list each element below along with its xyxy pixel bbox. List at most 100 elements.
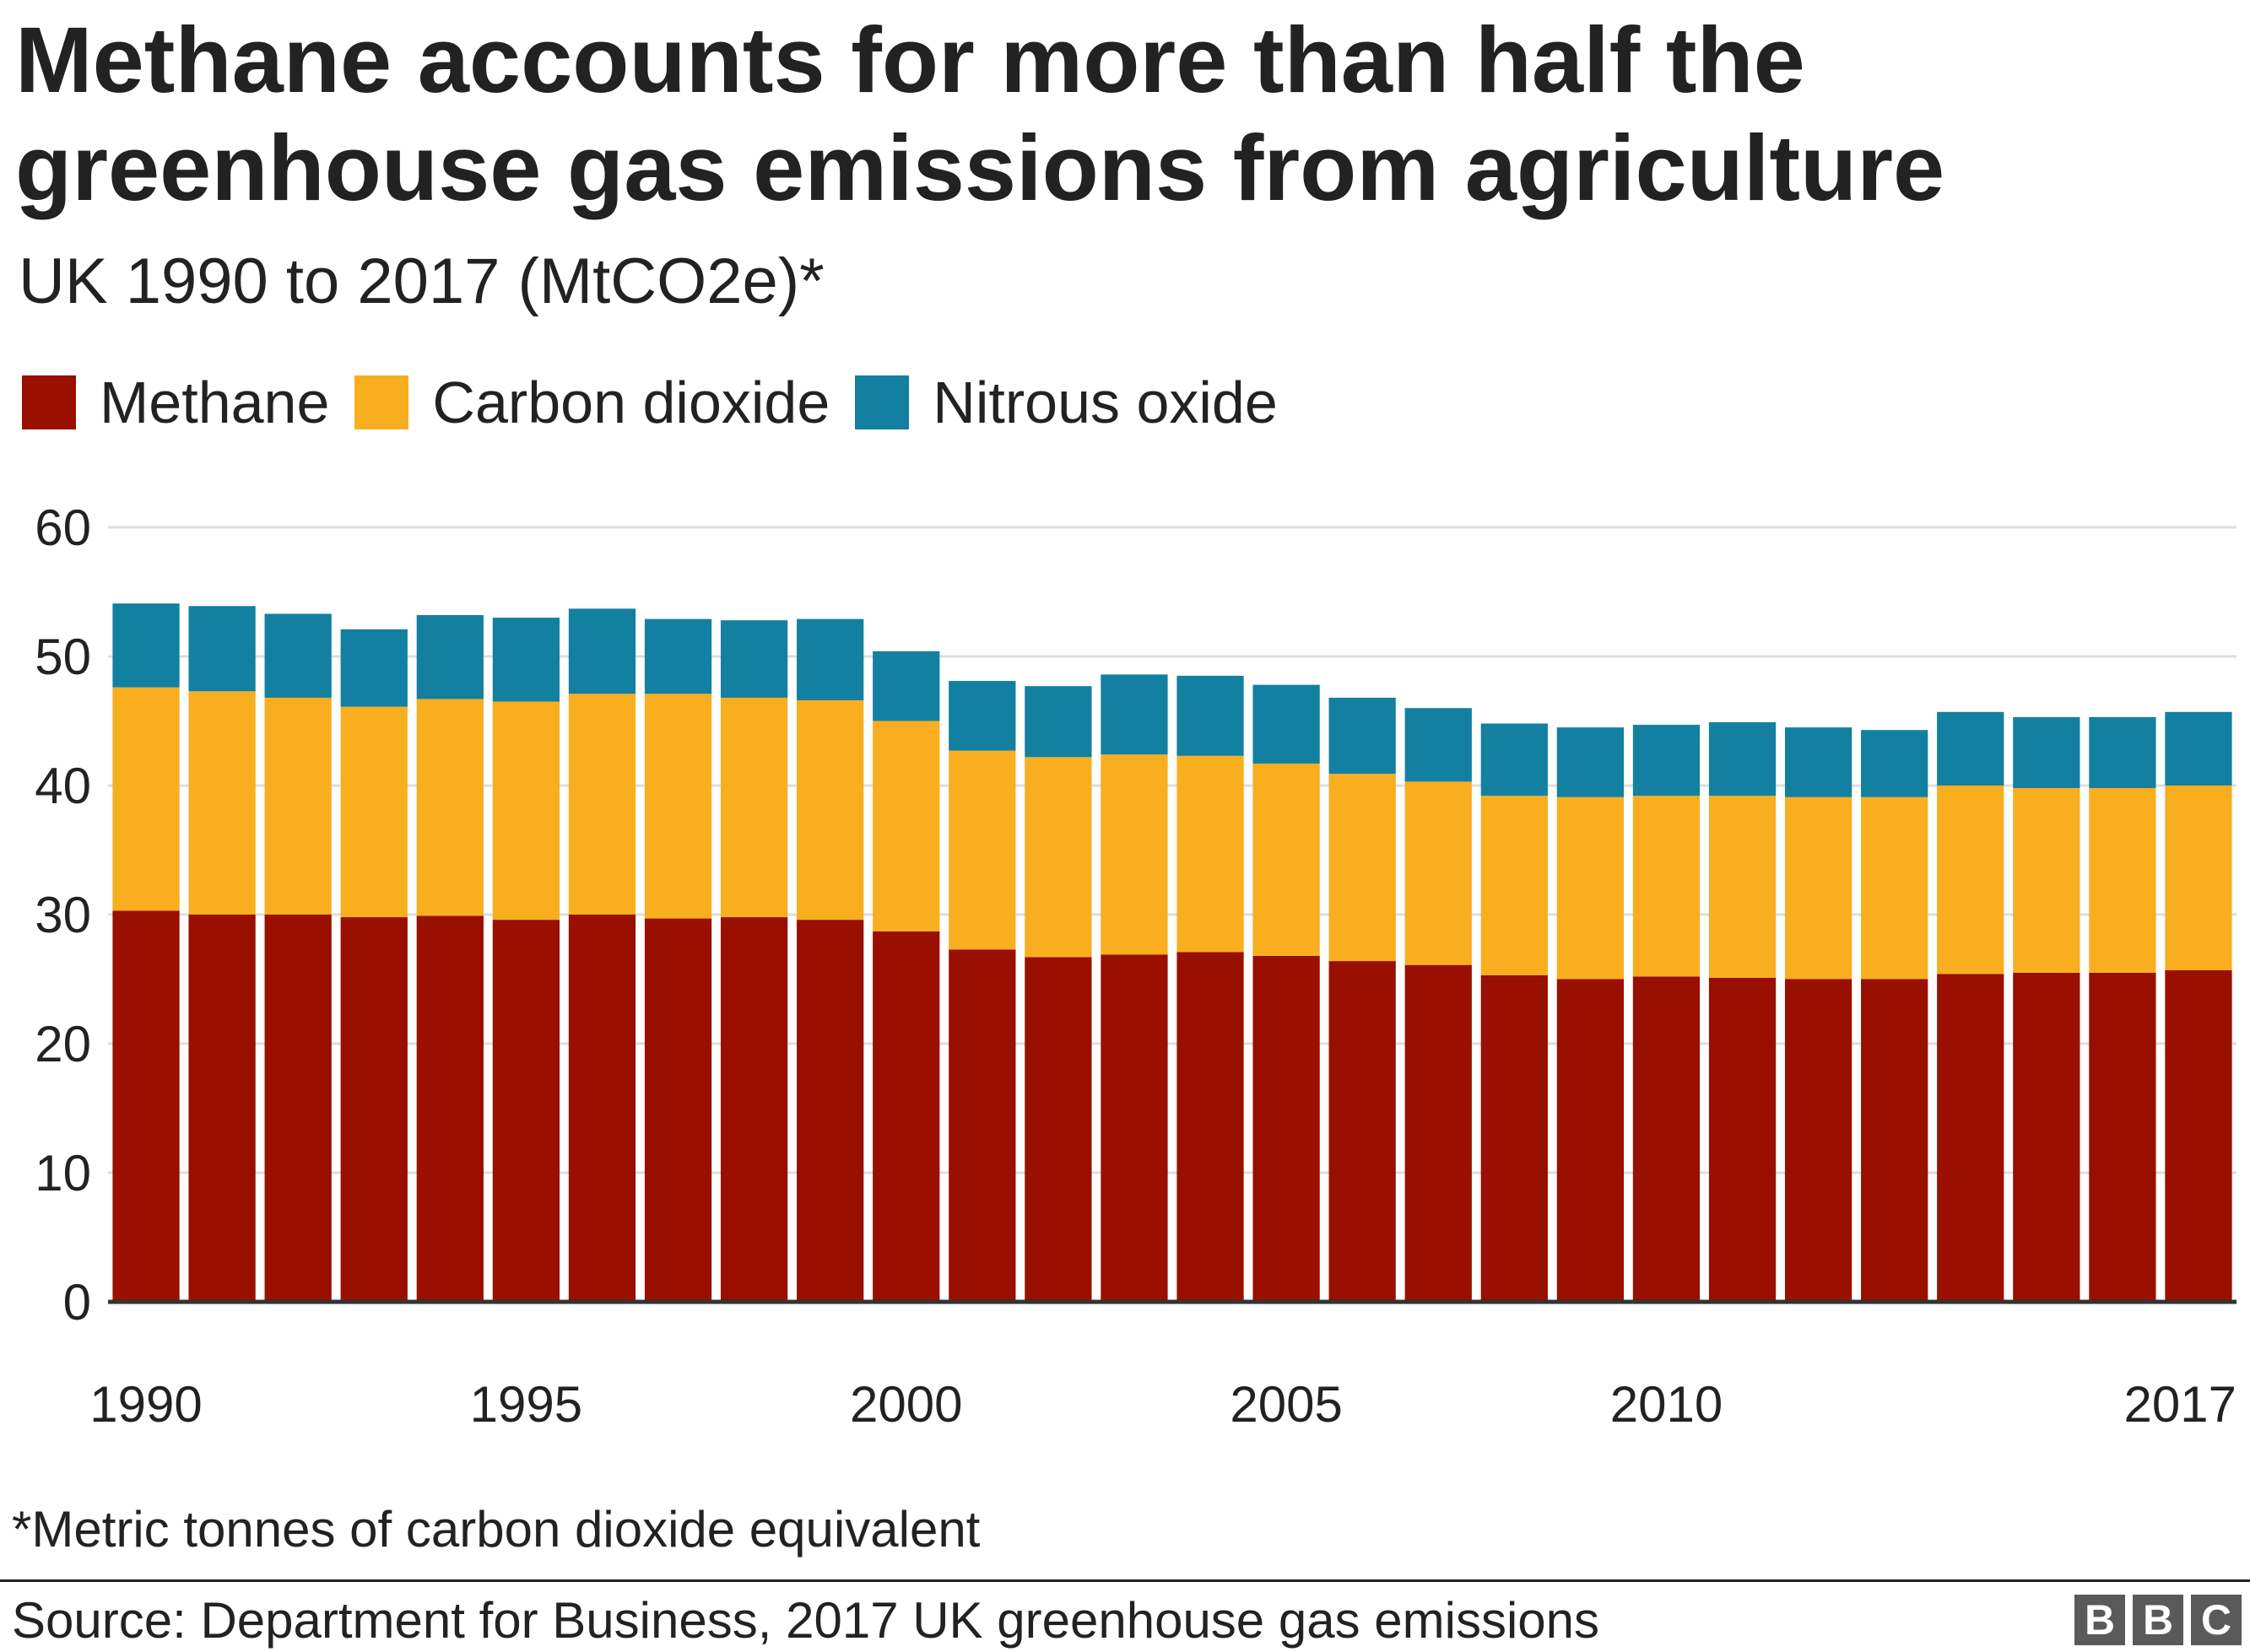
bar-methane: [2165, 969, 2232, 1302]
x-tick-label: 2017: [2124, 1376, 2236, 1433]
bar-carbon-dioxide: [1784, 796, 1852, 980]
bar-methane: [112, 910, 180, 1302]
bar-nitrous-oxide: [1252, 684, 1320, 764]
bar-nitrous-oxide: [1708, 722, 1777, 796]
bar-carbon-dioxide: [1252, 763, 1320, 956]
bar-nitrous-oxide: [1861, 730, 1928, 797]
bar-nitrous-oxide: [2089, 716, 2156, 789]
bar-carbon-dioxide: [1404, 781, 1472, 965]
bar-nitrous-oxide: [1480, 723, 1548, 796]
x-tick-label: 2000: [850, 1376, 962, 1433]
bar-carbon-dioxide: [1632, 796, 1701, 977]
bar-methane: [1632, 976, 1701, 1302]
bbc-logo-letter: B: [2074, 1595, 2125, 1645]
bar-carbon-dioxide: [1708, 796, 1777, 978]
legend-swatch-nitrous-oxide: [855, 375, 910, 429]
bar-methane: [492, 920, 560, 1302]
bar-carbon-dioxide: [797, 700, 864, 920]
chart-subtitle: UK 1990 to 2017 (MtCO2e)*: [19, 246, 825, 317]
legend-swatch-carbon-dioxide: [354, 375, 409, 429]
bar-carbon-dioxide: [188, 691, 256, 915]
bar-methane: [2013, 972, 2080, 1302]
bar-nitrous-oxide: [1101, 674, 1168, 755]
bar-carbon-dioxide: [112, 687, 180, 911]
bar-carbon-dioxide: [1328, 774, 1396, 962]
bar-carbon-dioxide: [264, 697, 332, 915]
bar-carbon-dioxide: [720, 697, 788, 918]
bar-nitrous-oxide: [797, 618, 864, 701]
y-tick-label: 0: [63, 1274, 91, 1331]
x-tick-label: 2010: [1610, 1376, 1723, 1433]
bar-nitrous-oxide: [568, 608, 636, 694]
bar-nitrous-oxide: [1556, 727, 1625, 797]
bar-methane: [1404, 964, 1472, 1302]
bar-methane: [1328, 961, 1396, 1302]
bar-nitrous-oxide: [1784, 727, 1852, 797]
bar-nitrous-oxide: [112, 603, 180, 688]
bar-carbon-dioxide: [1480, 796, 1548, 975]
x-tick-label: 2005: [1230, 1376, 1342, 1433]
chart-title: Methane accounts for more than half the …: [15, 8, 1945, 220]
bar-nitrous-oxide: [720, 620, 788, 698]
legend-item-carbon-dioxide: Carbon dioxide: [354, 369, 830, 436]
bar-nitrous-oxide: [264, 613, 332, 698]
bar-carbon-dioxide: [1176, 755, 1244, 953]
bar-nitrous-oxide: [1937, 711, 2004, 786]
bar-carbon-dioxide: [1937, 786, 2004, 974]
bar-carbon-dioxide: [1025, 757, 1092, 958]
bbc-logo: B B C: [2067, 1595, 2242, 1645]
source-divider: [0, 1579, 2250, 1582]
bar-carbon-dioxide: [416, 699, 484, 916]
bar-methane: [949, 949, 1016, 1302]
bar-methane: [873, 931, 940, 1302]
bar-nitrous-oxide: [644, 618, 712, 694]
bar-nitrous-oxide: [1176, 675, 1244, 756]
bar-methane: [720, 917, 788, 1302]
bar-methane: [568, 915, 636, 1302]
bar-methane: [416, 915, 484, 1302]
chart-legend: Methane Carbon dioxide Nitrous oxide: [22, 364, 1303, 440]
y-tick-label: 60: [35, 499, 91, 556]
x-tick-label: 1990: [89, 1376, 202, 1433]
bar-carbon-dioxide: [340, 706, 408, 918]
legend-item-methane: Methane: [22, 369, 329, 436]
bar-carbon-dioxide: [2165, 786, 2232, 970]
bar-methane: [264, 915, 332, 1302]
y-tick-label: 40: [35, 758, 91, 814]
legend-item-nitrous-oxide: Nitrous oxide: [855, 369, 1278, 436]
bar-carbon-dioxide: [2089, 788, 2156, 973]
bar-carbon-dioxide: [949, 750, 1016, 950]
y-tick-label: 20: [35, 1016, 91, 1072]
bar-nitrous-oxide: [340, 629, 408, 707]
bar-methane: [1101, 954, 1168, 1302]
bar-carbon-dioxide: [644, 694, 712, 919]
bar-carbon-dioxide: [492, 701, 560, 920]
bar-methane: [644, 918, 712, 1302]
y-tick-label: 50: [35, 629, 91, 685]
bar-methane: [1025, 957, 1092, 1302]
legend-label-nitrous-oxide: Nitrous oxide: [933, 370, 1278, 435]
bbc-logo-letter: B: [2133, 1595, 2183, 1645]
bar-nitrous-oxide: [1404, 708, 1472, 782]
legend-label-carbon-dioxide: Carbon dioxide: [432, 370, 830, 435]
bar-carbon-dioxide: [1556, 796, 1625, 980]
bar-methane: [1861, 979, 1928, 1302]
bar-nitrous-oxide: [2165, 711, 2232, 786]
bar-nitrous-oxide: [1632, 725, 1701, 796]
bar-carbon-dioxide: [873, 721, 940, 931]
bar-nitrous-oxide: [1328, 697, 1396, 775]
bar-nitrous-oxide: [1025, 686, 1092, 758]
bar-carbon-dioxide: [1861, 796, 1928, 980]
bar-methane: [1252, 955, 1320, 1302]
stacked-bar-chart: 0 10 20 30 40 50 60 1990 1995 2000 2005 2010 2017: [35, 499, 2236, 1433]
bar-nitrous-oxide: [949, 681, 1016, 751]
bar-nitrous-oxide: [873, 651, 940, 721]
bar-carbon-dioxide: [568, 694, 636, 915]
bar-methane: [2089, 972, 2156, 1302]
bar-nitrous-oxide: [188, 606, 256, 692]
x-tick-label: 1995: [470, 1376, 582, 1433]
y-tick-label: 10: [35, 1145, 91, 1201]
bar-methane: [1784, 979, 1852, 1302]
bar-methane: [1937, 974, 2004, 1302]
bar-nitrous-oxide: [416, 615, 484, 699]
